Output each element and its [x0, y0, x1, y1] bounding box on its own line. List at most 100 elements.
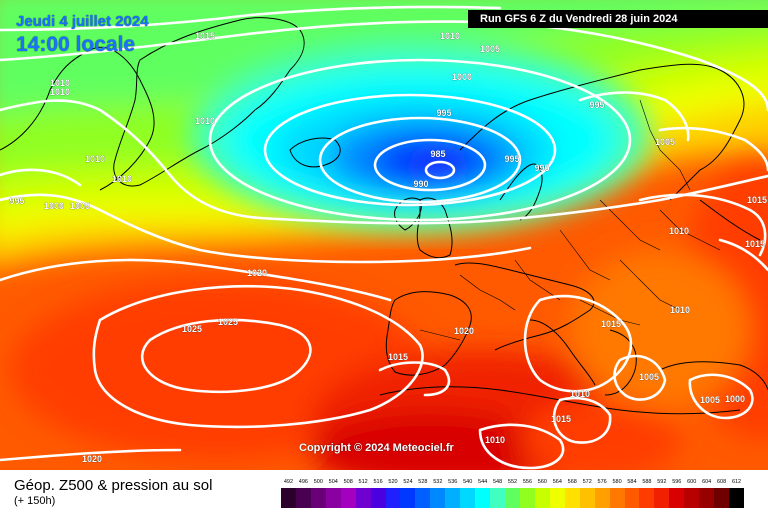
legend-label: 564 — [552, 479, 562, 485]
legend-label: 528 — [418, 479, 428, 485]
legend-swatch — [310, 488, 327, 508]
legend-label: 560 — [537, 479, 547, 485]
legend-label: 536 — [448, 479, 458, 485]
legend-label: 532 — [433, 479, 443, 485]
legend-swatch — [475, 488, 491, 508]
isobar-label: 1010 — [485, 435, 505, 445]
isobar-label: 990 — [413, 179, 428, 189]
legend-swatch — [519, 488, 536, 508]
isobar-label: 1005 — [70, 201, 90, 211]
legend-label: 552 — [507, 479, 518, 485]
legend-label: 492 — [283, 479, 294, 485]
isobar-label: 1020 — [247, 268, 267, 278]
isobar-label: 1000 — [44, 201, 64, 211]
legend-swatch — [385, 488, 401, 508]
product-title: Géop. Z500 & pression au sol — [14, 477, 213, 494]
isobar-label: 995 — [9, 196, 24, 206]
legend-label: 572 — [582, 479, 592, 485]
isobar-label: 995 — [534, 163, 549, 173]
legend-label: 576 — [597, 479, 607, 485]
legend-swatch — [624, 488, 640, 508]
legend-label: 516 — [373, 479, 383, 485]
legend-label: 608 — [717, 479, 727, 485]
legend-swatch — [295, 488, 312, 508]
legend-swatch — [564, 488, 581, 508]
legend-swatch — [281, 488, 297, 508]
isobar-label: 995 — [436, 108, 451, 118]
isobar-label: 985 — [430, 149, 445, 159]
isobar-label: 1015 — [195, 31, 215, 41]
isobar-label: 1015 — [551, 414, 571, 424]
legend-swatch — [415, 488, 431, 508]
legend-swatch — [505, 488, 521, 508]
legend-label: 520 — [388, 479, 398, 485]
isobar-label: 1005 — [639, 372, 659, 382]
legend-label: 544 — [478, 479, 488, 485]
legend-swatch — [445, 488, 461, 508]
isobar-label: 1010 — [570, 389, 590, 399]
legend-swatch — [729, 488, 745, 508]
legend-swatch — [490, 488, 506, 508]
isobar-label: 1010 — [440, 31, 460, 41]
isobar-label: 1005 — [655, 137, 675, 147]
legend-swatch — [460, 488, 476, 508]
legend-swatch — [714, 488, 730, 508]
legend-label: 580 — [612, 479, 622, 485]
geopotential-shading — [0, 0, 768, 470]
legend-label: 500 — [313, 479, 323, 485]
isobar-label: 1000 — [725, 394, 745, 404]
legend-label: 540 — [463, 479, 473, 485]
legend-swatch — [430, 488, 446, 508]
isobar-label: 1020 — [454, 326, 474, 336]
isobar-label: 1010 — [669, 226, 689, 236]
legend-label: 524 — [403, 479, 413, 485]
legend-swatch — [549, 488, 566, 508]
legend-label: 496 — [298, 479, 308, 485]
country-borders — [419, 99, 721, 341]
legend-label: 600 — [687, 479, 697, 485]
legend-swatch — [534, 488, 551, 508]
isobar-label: 1005 — [700, 395, 720, 405]
legend-label: 604 — [702, 479, 712, 485]
legend-label: 588 — [642, 479, 652, 485]
legend-label: 548 — [492, 479, 503, 485]
isobar-label: 1010 — [85, 154, 105, 164]
legend-swatch — [684, 488, 700, 508]
isobar-label: 1010 — [195, 116, 215, 126]
legend-label: 556 — [522, 479, 533, 485]
legend-swatch — [400, 488, 416, 508]
legend-label: 596 — [672, 479, 682, 485]
legend-swatch — [699, 488, 715, 508]
copyright-notice: Copyright © 2024 Meteociel.fr — [299, 442, 454, 454]
color-legend: 492 496 500 504 508 512 516 520 524 528 532 536 540 5… — [281, 479, 745, 509]
legend-label: 508 — [343, 479, 353, 485]
legend-swatch — [669, 488, 685, 508]
isobar-label: 1010 — [50, 78, 70, 88]
legend-label: 592 — [657, 479, 667, 485]
isobar-label: 1010 — [670, 305, 690, 315]
isobar-label: 1025 — [218, 317, 238, 327]
legend-label: 512 — [358, 479, 368, 485]
legend-swatch — [609, 488, 625, 508]
isobar-label: 1010 — [112, 174, 132, 184]
isobar-label: 995 — [589, 100, 604, 110]
forecast-date: Jeudi 4 juillet 2024 — [16, 13, 149, 30]
legend-swatch — [594, 488, 611, 508]
legend-swatch — [579, 488, 596, 508]
isobar-label: 1015 — [745, 239, 765, 249]
legend-swatch — [355, 488, 372, 508]
isobar-label: 1000 — [452, 72, 472, 82]
legend-swatch — [370, 488, 387, 508]
lead-time: (+ 150h) — [14, 495, 56, 507]
legend-label: 568 — [567, 479, 577, 485]
z500-pressure-map: 1015 1010 1005 1000 1010 1010 1010 1010 1010 995 1… — [0, 0, 768, 470]
isobar-label: 1020 — [82, 454, 102, 464]
isobar-label: 1015 — [388, 352, 408, 362]
isobar-label: 1015 — [601, 319, 621, 329]
pressure-labels: 1015 1010 1005 1000 1010 1010 1010 1010 1010 995 1… — [9, 31, 767, 464]
legend-swatch — [639, 488, 655, 508]
isobar-label: 1005 — [480, 44, 500, 54]
isobar-label: 1025 — [182, 324, 202, 334]
legend-swatch — [340, 488, 357, 508]
